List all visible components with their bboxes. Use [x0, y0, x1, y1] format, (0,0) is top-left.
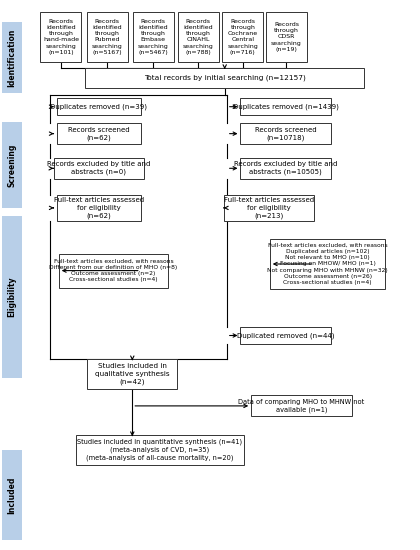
Text: Records screened
(n=10718): Records screened (n=10718): [255, 126, 316, 141]
Text: Records
identified
through
hand-made
searching
(n=101): Records identified through hand-made sea…: [43, 19, 79, 55]
Text: Eligibility: Eligibility: [7, 277, 16, 317]
Text: Data of comparing MHO to MHNW not
available (n=1): Data of comparing MHO to MHNW not availa…: [239, 399, 365, 413]
FancyBboxPatch shape: [2, 123, 22, 208]
FancyBboxPatch shape: [87, 12, 128, 62]
Text: Included: Included: [7, 476, 16, 514]
FancyBboxPatch shape: [54, 158, 144, 179]
Text: Total records by initial searching (n=12157): Total records by initial searching (n=12…: [144, 75, 306, 81]
Text: Records
through
CDSR
searching
(n=19): Records through CDSR searching (n=19): [271, 22, 302, 52]
FancyBboxPatch shape: [241, 123, 331, 144]
FancyBboxPatch shape: [59, 254, 168, 288]
Text: Records
identified
through
Embase
searching
(n=5467): Records identified through Embase search…: [138, 19, 169, 55]
Text: Full-text articles assessed
for eligibility
(n=62): Full-text articles assessed for eligibil…: [54, 197, 144, 219]
Text: Full-text articles excluded, with reasons
Different from our definition of MHO (: Full-text articles excluded, with reason…: [49, 259, 178, 282]
FancyBboxPatch shape: [57, 98, 141, 115]
Text: Identification: Identification: [7, 29, 16, 87]
Text: Records screened
(n=62): Records screened (n=62): [68, 126, 129, 141]
FancyBboxPatch shape: [57, 195, 141, 221]
FancyBboxPatch shape: [241, 158, 331, 179]
FancyBboxPatch shape: [222, 12, 263, 62]
Text: Records
through
Cochrane
Central
searching
(n=716): Records through Cochrane Central searchi…: [227, 19, 258, 55]
Text: Duplicates removed (n=1439): Duplicates removed (n=1439): [233, 103, 339, 110]
FancyBboxPatch shape: [2, 22, 22, 94]
FancyBboxPatch shape: [85, 68, 365, 88]
FancyBboxPatch shape: [57, 123, 141, 144]
FancyBboxPatch shape: [251, 395, 352, 416]
Text: Records
identified
through
Pubmed
searching
(n=5167): Records identified through Pubmed search…: [92, 19, 123, 55]
FancyBboxPatch shape: [223, 195, 314, 221]
FancyBboxPatch shape: [40, 12, 81, 62]
Text: Screening: Screening: [7, 144, 16, 186]
Text: Records excluded by title and
abstracts (n=0): Records excluded by title and abstracts …: [47, 161, 150, 175]
FancyBboxPatch shape: [241, 327, 331, 344]
Text: Records excluded by title and
abstracts (n=10505): Records excluded by title and abstracts …: [234, 161, 337, 175]
Text: Studies included in
qualitative synthesis
(n=42): Studies included in qualitative synthesi…: [95, 363, 170, 385]
FancyBboxPatch shape: [87, 359, 177, 389]
FancyBboxPatch shape: [2, 450, 22, 540]
FancyBboxPatch shape: [133, 12, 174, 62]
FancyBboxPatch shape: [2, 216, 22, 378]
FancyBboxPatch shape: [266, 12, 307, 62]
FancyBboxPatch shape: [178, 12, 219, 62]
Text: Full-text articles assessed
for eligibility
(n=213): Full-text articles assessed for eligibil…: [224, 197, 314, 219]
FancyBboxPatch shape: [241, 98, 331, 115]
FancyBboxPatch shape: [76, 434, 244, 465]
Text: Duplicated removed (n=44): Duplicated removed (n=44): [237, 332, 334, 339]
Text: Records
identified
through
CINAHL
searching
(n=788): Records identified through CINAHL search…: [183, 19, 214, 55]
Text: Studies included in quantitative synthesis (n=41)
(meta-analysis of CVD, n=35)
(: Studies included in quantitative synthes…: [77, 439, 242, 461]
FancyBboxPatch shape: [270, 239, 386, 289]
Text: Duplicates removed (n=39): Duplicates removed (n=39): [50, 103, 147, 110]
Text: Full-text articles excluded, with reasons
Duplicated articles (n=102)
Not releva: Full-text articles excluded, with reason…: [267, 243, 388, 285]
